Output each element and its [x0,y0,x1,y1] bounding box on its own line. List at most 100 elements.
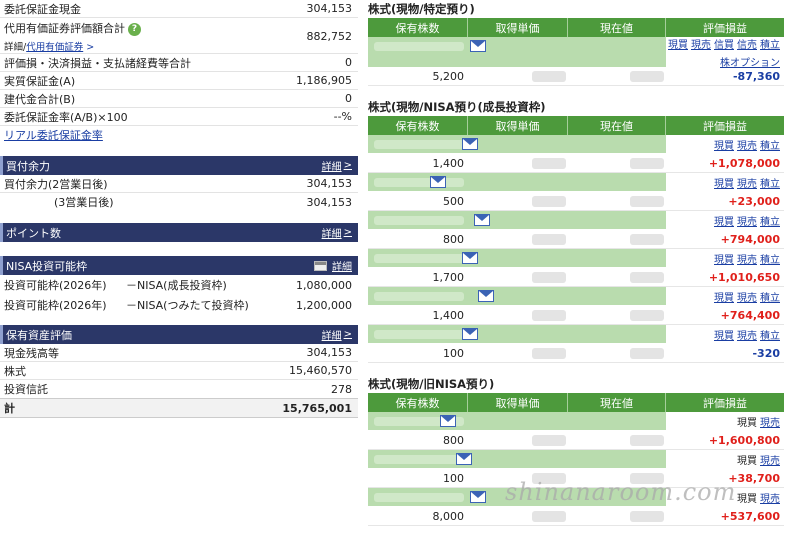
margin-buy-link[interactable]: 信買 [714,39,734,51]
mail-icon[interactable] [474,214,490,226]
substitute-securities-link[interactable]: 代用有価証券 [26,42,84,53]
blurred-stock-name [374,455,464,464]
blurred-value [532,196,566,207]
header-qty: 保有株数 [368,18,468,37]
stock-qty: 8,000 [432,509,465,523]
cash-margin-row: 委託保証金現金 304,153 [0,0,358,18]
sell-link[interactable]: 現売 [737,254,757,266]
blurred-value [630,473,664,484]
sell-link[interactable]: 現売 [760,493,780,505]
sell-link[interactable]: 現売 [691,39,711,51]
mail-icon[interactable] [470,40,486,52]
buying-power-label: (3営業日後) [54,196,114,209]
buy-link[interactable]: 現買 [668,39,688,51]
buy-link[interactable]: 現買 [714,254,734,266]
mail-icon[interactable] [440,415,456,427]
blurred-value [630,310,664,321]
stock-price [568,230,666,248]
sell-link[interactable]: 現売 [760,455,780,467]
stock-pl: -320 [752,346,780,360]
stock-name-fill [568,325,666,343]
blurred-value [532,310,566,321]
buy-link[interactable]: 現買 [714,140,734,152]
substitute-securities-value: 882,752 [306,30,353,43]
stock-name-cell[interactable] [368,325,568,343]
mail-icon[interactable] [462,252,478,264]
sell-link[interactable]: 現売 [760,417,780,429]
holdings-detail-link[interactable]: 詳細 > [322,327,352,342]
mail-icon[interactable] [456,453,472,465]
chevron-right-icon: > [343,329,352,340]
stock-name-cell[interactable] [368,37,568,67]
sell-link[interactable]: 現売 [737,292,757,304]
mail-icon[interactable] [462,328,478,340]
stock-data-row: 100 +38,700 [368,469,784,488]
buy-link[interactable]: 現買 [714,216,734,228]
stock-name-row: 現買 現売 積立 [368,287,784,306]
stock-name-row: 現買 現売 積立 [368,173,784,192]
buy-link[interactable]: 現買 [714,178,734,190]
stock-name-fill [568,211,666,229]
tokutei-table-header: 保有株数 取得単価 現在値 評価損益 [368,18,784,37]
mail-icon[interactable] [430,176,446,188]
holdings-value: 15,460,570 [289,364,352,377]
tsumitate-link[interactable]: 積立 [760,140,780,152]
header-cost: 取得単価 [468,393,568,412]
help-icon[interactable]: ? [128,22,141,36]
positions-total-label: 建代金合計(B) [4,92,76,106]
buy-link[interactable]: 現買 [714,330,734,342]
margin-sell-link[interactable]: 信売 [737,39,757,51]
holdings-stock-row: 株式 15,460,570 [0,362,358,380]
tsumitate-link[interactable]: 積立 [760,292,780,304]
option-link[interactable]: 株オプション [720,57,780,69]
stock-name-cell[interactable] [368,488,568,506]
stock-name-cell[interactable] [368,211,568,229]
chevron-right-icon: > [86,42,95,53]
header-qty: 保有株数 [368,116,468,135]
header-cost: 取得単価 [468,18,568,37]
substitute-securities-sublabel: 詳細/代用有価証券 > [4,39,141,53]
header-price: 現在値 [568,116,666,135]
buying-power-title: 買付余力 [6,159,50,173]
holdings-title: 保有資産評価 [6,328,72,342]
stock-name-cell[interactable] [368,412,568,430]
mail-icon[interactable] [462,138,478,150]
trade-links: 現買 現売 積立 [666,211,784,229]
stock-name-cell[interactable] [368,287,568,305]
header-price: 現在値 [568,393,666,412]
stock-data-row: 1,400 +1,078,000 [368,154,784,173]
sell-link[interactable]: 現売 [737,178,757,190]
blurred-value [630,272,664,283]
buying-power-detail-link[interactable]: 詳細 > [322,158,352,173]
sell-link[interactable]: 現売 [737,216,757,228]
tsumitate-link[interactable]: 積立 [760,39,780,51]
stock-cost [468,67,568,85]
chevron-right-icon: > [343,160,352,171]
buy-link[interactable]: 現買 [714,292,734,304]
trade-links: 現買 現売 積立 [666,173,784,191]
stock-price [568,192,666,210]
stock-name-cell[interactable] [368,450,568,468]
nisa-limit-detail-link[interactable]: 詳細 [314,258,352,273]
stock-holdings-panel: 株式(現物/特定預り) 保有株数 取得単価 現在値 評価損益 現買 現売 信買 … [368,0,784,526]
tsumitate-link[interactable]: 積立 [760,254,780,266]
tsumitate-link[interactable]: 積立 [760,178,780,190]
realtime-margin-link[interactable]: リアル委託保証金率 [4,129,103,142]
mail-icon[interactable] [470,491,486,503]
tsumitate-link[interactable]: 積立 [760,330,780,342]
stock-name-cell[interactable] [368,173,568,191]
blurred-value [630,348,664,359]
tsumitate-link[interactable]: 積立 [760,216,780,228]
sell-link[interactable]: 現売 [737,330,757,342]
actual-margin-value: 1,186,905 [296,74,352,87]
stock-name-cell[interactable] [368,135,568,153]
stock-pl: +1,078,000 [708,156,780,170]
positions-total-value: 0 [345,92,352,105]
points-detail-link[interactable]: 詳細 > [322,225,352,240]
sell-link[interactable]: 現売 [737,140,757,152]
stock-name-cell[interactable] [368,249,568,267]
mail-icon[interactable] [478,290,494,302]
points-title: ポイント数 [6,226,61,240]
stock-name-fill [568,173,666,191]
nisa-growth-limit-row: 投資可能枠(2026年) －NISA(成長投資枠) 1,080,000 [0,275,358,295]
